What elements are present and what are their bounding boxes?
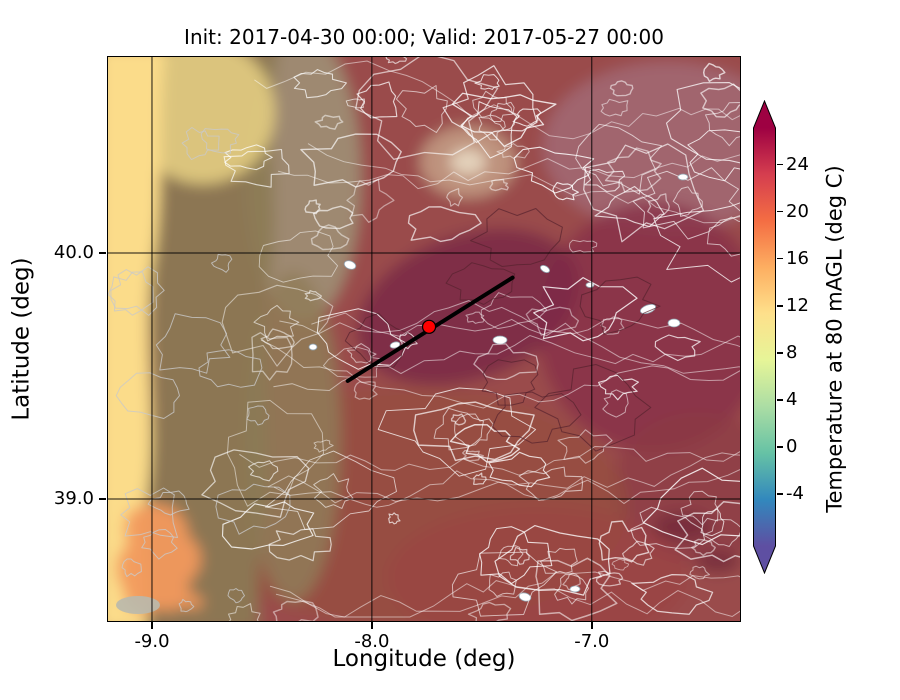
colorbar-tick-label: 24	[786, 153, 809, 175]
map-canvas	[108, 57, 740, 621]
colorbar-tick-mark	[777, 163, 783, 166]
snow-water-patches	[116, 173, 689, 614]
colorbar-tick-label: 16	[786, 247, 809, 269]
colorbar-tick-mark	[777, 446, 783, 448]
colorbar-tick-label: 4	[786, 389, 798, 410]
x-axis-label: Longitude (deg)	[332, 646, 516, 672]
colorbar-tick-label: 0	[786, 436, 798, 458]
y-tick-label: 40.0	[53, 242, 94, 263]
grid-lines	[108, 57, 740, 621]
colorbar-tick-mark	[777, 210, 783, 213]
colorbar-tick-label: -4	[786, 483, 804, 505]
map-plot	[107, 56, 741, 622]
y-axis-label-wrap: Latitude (deg)	[0, 57, 44, 621]
colorbar-label-wrap: Temperature at 80 mAGL (deg C)	[812, 57, 858, 621]
x-tick-label: -8.0	[354, 631, 390, 652]
colorbar-tick-mark	[777, 305, 783, 307]
y-tick-mark	[99, 252, 106, 254]
x-tick-mark	[591, 622, 593, 629]
colorbar-tick-mark	[777, 257, 783, 260]
colorbar-tick-mark	[777, 399, 783, 401]
x-tick-label: -7.0	[574, 631, 610, 652]
colorbar-tick-mark	[777, 352, 783, 354]
x-tick-mark	[371, 622, 373, 629]
colorbar-tick-label: 12	[786, 294, 809, 316]
colorbar	[753, 100, 776, 574]
transect-marker	[421, 319, 437, 334]
y-axis-label: Latitude (deg)	[9, 257, 35, 421]
transect-overlay	[345, 275, 515, 383]
colorbar-tick-label: 8	[786, 341, 798, 363]
figure-title: Init: 2017-04-30 00:00; Valid: 2017-05-2…	[184, 25, 664, 49]
colorbar-tick-mark	[777, 493, 783, 495]
colorbar-bar	[753, 100, 776, 574]
x-tick-mark	[151, 622, 153, 629]
y-tick-mark	[99, 498, 106, 500]
contour-lines	[108, 57, 740, 621]
y-tick-label: 39.0	[53, 488, 94, 509]
colorbar-tick-label: 20	[786, 200, 809, 222]
x-tick-label: -9.0	[134, 631, 170, 652]
